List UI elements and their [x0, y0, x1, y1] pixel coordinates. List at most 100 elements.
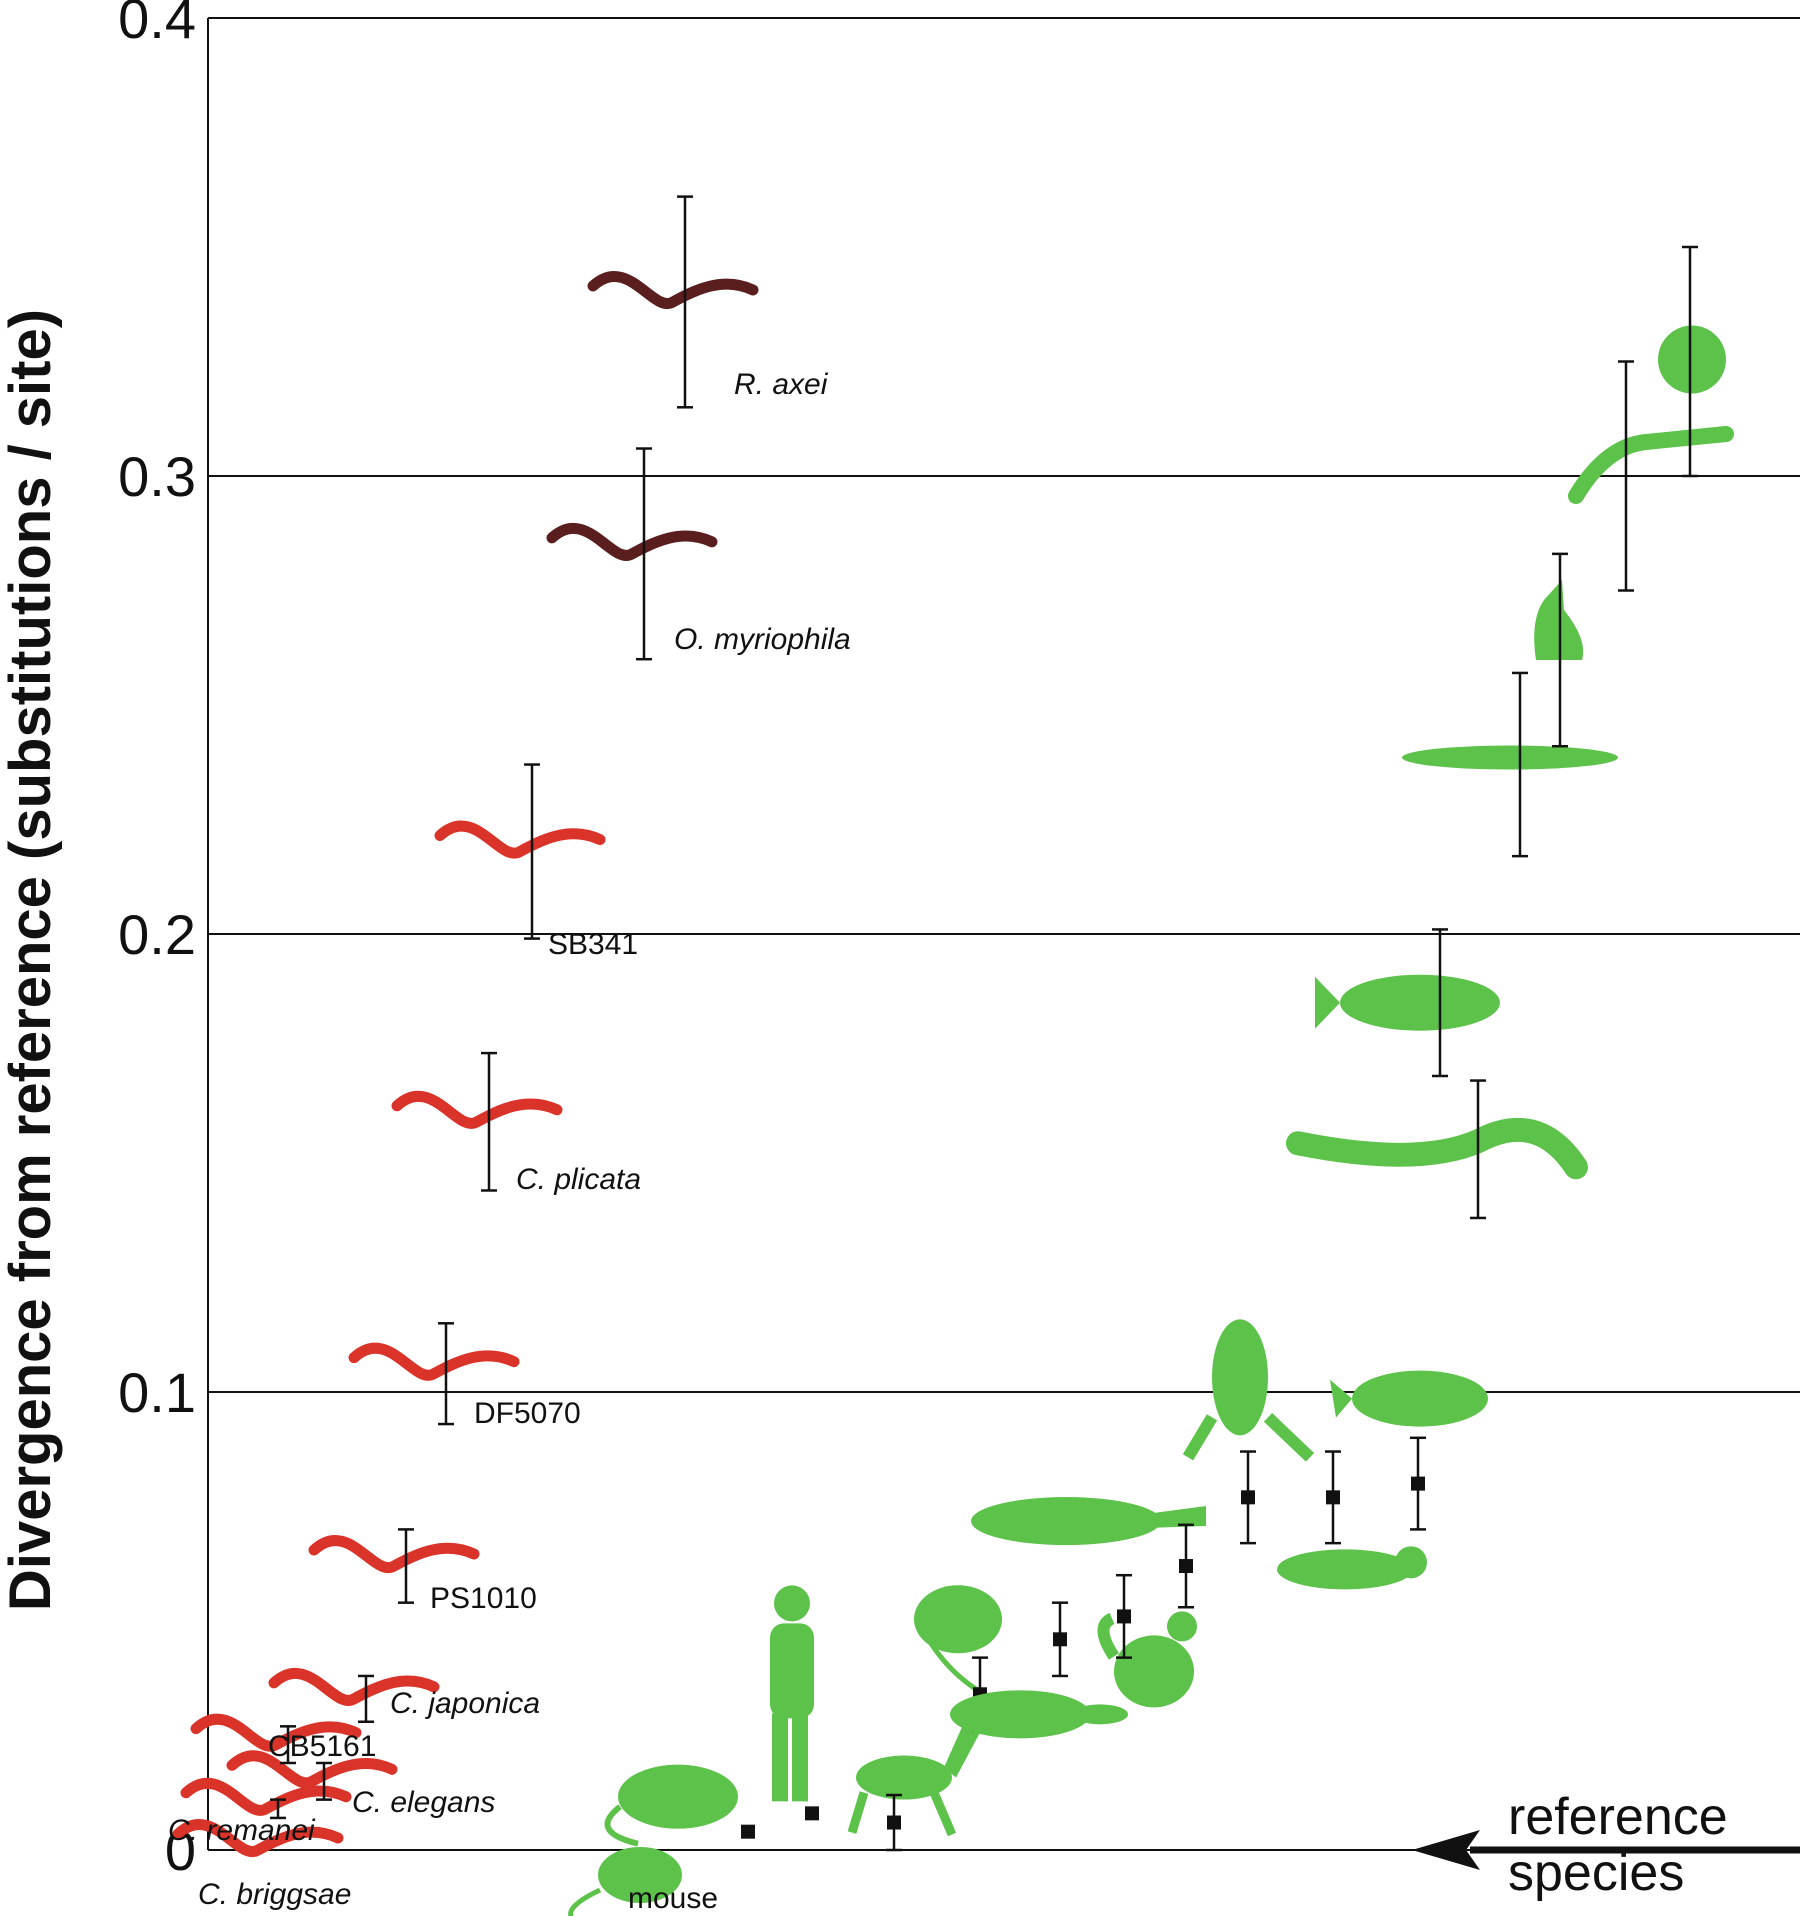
nematode-label: CB5161 — [268, 1730, 376, 1763]
human-leg — [772, 1713, 788, 1802]
y-tick-labels: 00.10.20.30.4 — [118, 0, 196, 1882]
armadillo-icon — [914, 1585, 1002, 1654]
nematode-label: DF5070 — [474, 1397, 581, 1430]
nematode-worm-icon — [348, 1342, 520, 1381]
nematode-label: SB341 — [548, 928, 638, 961]
nematode-point: C. remanei — [168, 1777, 352, 1847]
gridlines — [208, 17, 1800, 1851]
human-body-icon — [770, 1623, 814, 1719]
nematode-worm-icon — [587, 271, 759, 309]
data-marker — [805, 1806, 819, 1821]
y-tick-label: 0.2 — [118, 903, 196, 966]
nematode-label: C. japonica — [390, 1687, 540, 1720]
nematode-label: C. briggsae — [198, 1878, 351, 1911]
nematode-point: R. axei — [587, 195, 829, 409]
data-marker — [887, 1815, 901, 1830]
vertebrate-point — [971, 1497, 1206, 1609]
nematode-label: O. myriophila — [674, 623, 851, 656]
platypus-bill — [1072, 1704, 1128, 1725]
vertebrate-point — [1658, 245, 1726, 478]
reference-arrow — [1412, 1830, 1800, 1870]
vertebrate-point — [1097, 1573, 1197, 1708]
fish-icon — [1340, 974, 1500, 1031]
chicken-icon — [1114, 1635, 1194, 1708]
nematode-worm-icon — [268, 1668, 440, 1706]
mouse-icon — [598, 1847, 682, 1903]
acorn-worm-icon — [1568, 426, 1734, 504]
lancelet-icon — [1402, 745, 1618, 770]
crocodile-snout — [1146, 1506, 1206, 1529]
nematode-worm-icon — [434, 820, 606, 859]
data-marker — [1117, 1609, 1131, 1624]
crocodile-icon — [971, 1497, 1161, 1546]
mouse-tail — [568, 1887, 602, 1916]
nematode-label: C. plicata — [516, 1163, 641, 1196]
axolotl-head — [1395, 1546, 1427, 1579]
nematode-label: C. remanei — [168, 1814, 316, 1847]
data-marker — [741, 1824, 755, 1839]
vertebrate-point — [1277, 1450, 1427, 1590]
nematode-point: O. myriophila — [546, 447, 851, 661]
sea-urchin-icon — [1658, 325, 1726, 394]
nematode-point: C. briggsae — [172, 1819, 351, 1911]
vertebrate-point — [847, 1722, 980, 1852]
vertebrate-point: mouse — [568, 1847, 718, 1916]
frog-legs — [1182, 1412, 1315, 1462]
nematode-label: PS1010 — [430, 1582, 537, 1615]
nematode-worm-icon — [308, 1535, 480, 1574]
human-head-icon — [774, 1585, 810, 1622]
nematode-label: C. elegans — [352, 1786, 495, 1819]
data-marker — [1326, 1490, 1340, 1505]
nematode-worm-icon — [172, 1819, 344, 1858]
coelacanth-icon — [1352, 1370, 1488, 1427]
nematode-worm-icon — [391, 1090, 563, 1129]
axolotl-icon — [1277, 1549, 1413, 1590]
vertebrate-point — [950, 1601, 1128, 1739]
ascidian-icon — [1534, 580, 1584, 661]
human-leg — [792, 1713, 808, 1802]
nematode-point: CB5161 — [190, 1713, 376, 1765]
data-marker — [1241, 1490, 1255, 1505]
horse-legs — [847, 1790, 957, 1837]
reference-label: reference — [1508, 1788, 1728, 1846]
fish-tail — [1315, 976, 1340, 1029]
species-label: species — [1508, 1844, 1684, 1902]
horse-icon — [856, 1755, 952, 1800]
nematode-point: C. elegans — [226, 1750, 495, 1819]
vertebrate-point — [1330, 1370, 1488, 1531]
nematode-worm-icon — [226, 1750, 398, 1789]
coelacanth-tail — [1330, 1379, 1352, 1418]
chicken-tail — [1097, 1612, 1120, 1660]
frog-icon — [1212, 1319, 1268, 1436]
nematode-worm-icon — [180, 1777, 352, 1816]
vertebrate-point — [1568, 360, 1734, 592]
vertebrate-point — [1315, 928, 1500, 1078]
y-tick-label: 0.3 — [118, 445, 196, 508]
rat-icon — [618, 1764, 738, 1829]
horse-neck — [944, 1722, 980, 1778]
nematode-point: SB341 — [434, 763, 638, 961]
data-marker — [1179, 1559, 1193, 1574]
data-marker — [1411, 1476, 1425, 1491]
nematode-series: C. briggsae C. remanei C. elegans CB5161 C. … — [168, 195, 851, 1911]
lamprey-icon — [1286, 1117, 1588, 1180]
nematode-worm-icon — [190, 1713, 362, 1752]
nematode-point: C. plicata — [391, 1051, 641, 1196]
nematode-point: DF5070 — [348, 1322, 581, 1430]
nematode-point: C. japonica — [268, 1668, 540, 1724]
vertebrate-point — [1182, 1319, 1315, 1545]
vertebrate-point — [1286, 1079, 1588, 1220]
data-marker — [1053, 1632, 1067, 1647]
nematode-label: R. axei — [734, 368, 829, 401]
vertebrate-point — [1534, 552, 1584, 748]
nematode-point: PS1010 — [308, 1528, 537, 1615]
vertebrate-point — [770, 1585, 819, 1821]
platypus-icon — [950, 1690, 1090, 1739]
chicken-head — [1167, 1611, 1197, 1642]
nematode-worm-icon — [546, 523, 718, 561]
y-tick-label: 0.1 — [118, 1361, 196, 1424]
vertebrate-series: mouse — [568, 245, 1734, 1916]
y-tick-label: 0.4 — [118, 0, 196, 50]
y-axis-title: Divergence from reference (substitutions… — [0, 309, 63, 1611]
